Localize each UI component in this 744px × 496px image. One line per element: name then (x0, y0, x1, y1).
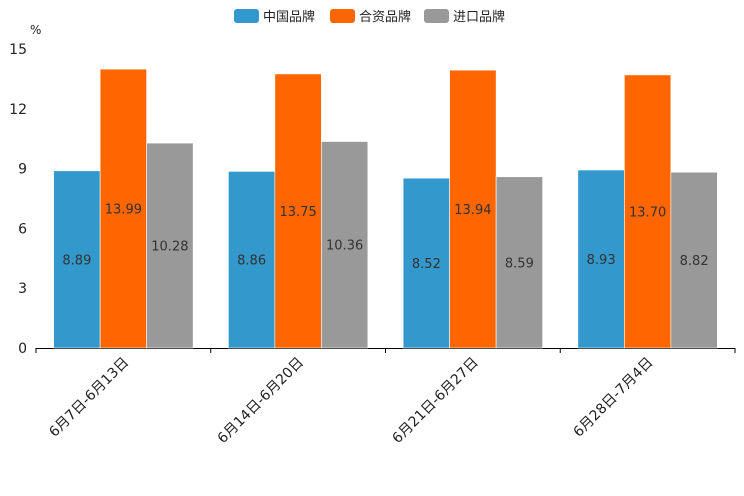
y-axis: 0 3 6 9 12 15 (9, 42, 27, 357)
legend-swatch (234, 9, 259, 23)
bar (99, 68, 147, 349)
legend-swatch (330, 9, 355, 23)
bar (670, 171, 718, 349)
bar-value-label: 8.89 (62, 253, 91, 268)
bar-value-label: 8.59 (505, 256, 534, 271)
y-tick-label: 6 (18, 221, 27, 237)
bar-value-label: 8.93 (587, 253, 616, 268)
bar (495, 176, 543, 349)
bar (146, 142, 194, 349)
bar (402, 177, 450, 349)
y-tick-label: 3 (18, 281, 27, 297)
bar-value-label: 10.36 (326, 239, 363, 254)
x-tick-label: 6月21日-6月27日 (389, 355, 481, 447)
bar (274, 73, 322, 349)
legend-swatch (424, 9, 449, 23)
bar-value-label: 13.70 (629, 205, 666, 220)
bar (449, 69, 497, 349)
bar-value-label: 8.52 (412, 257, 441, 272)
bar (53, 170, 101, 349)
bar-value-label: 8.86 (237, 254, 266, 269)
x-tick-label: 6月28日-7月4日 (570, 355, 656, 441)
y-tick-label: 0 (18, 341, 27, 357)
legend: 中国品牌 合资品牌 进口品牌 (234, 9, 505, 25)
legend-label: 进口品牌 (453, 9, 505, 25)
x-axis: 6月7日-6月13日 6月14日-6月20日 6月21日-6月27日 6月28日-7月… (35, 348, 736, 447)
legend-label: 中国品牌 (263, 9, 315, 25)
bar (577, 169, 625, 349)
bar-value-label: 13.99 (105, 203, 142, 218)
bar-value-label: 13.75 (280, 205, 317, 220)
bars (53, 68, 718, 349)
y-tick-label: 12 (9, 102, 27, 118)
bar-value-label: 13.94 (454, 203, 491, 218)
y-axis-unit-label: % (30, 23, 41, 37)
bar (321, 141, 369, 349)
y-tick-label: 9 (18, 162, 27, 178)
x-tick-label: 6月14日-6月20日 (215, 355, 307, 447)
data-labels: 8.89 8.86 8.52 8.93 13.99 13.75 13.94 13.70 10.2… (62, 203, 708, 273)
legend-label: 合资品牌 (359, 9, 411, 25)
y-tick-label: 15 (9, 42, 27, 58)
bar-value-label: 8.82 (680, 254, 709, 269)
bar-value-label: 10.28 (151, 240, 188, 255)
bar (624, 74, 672, 349)
x-tick-label: 6月7日-6月13日 (46, 355, 132, 441)
